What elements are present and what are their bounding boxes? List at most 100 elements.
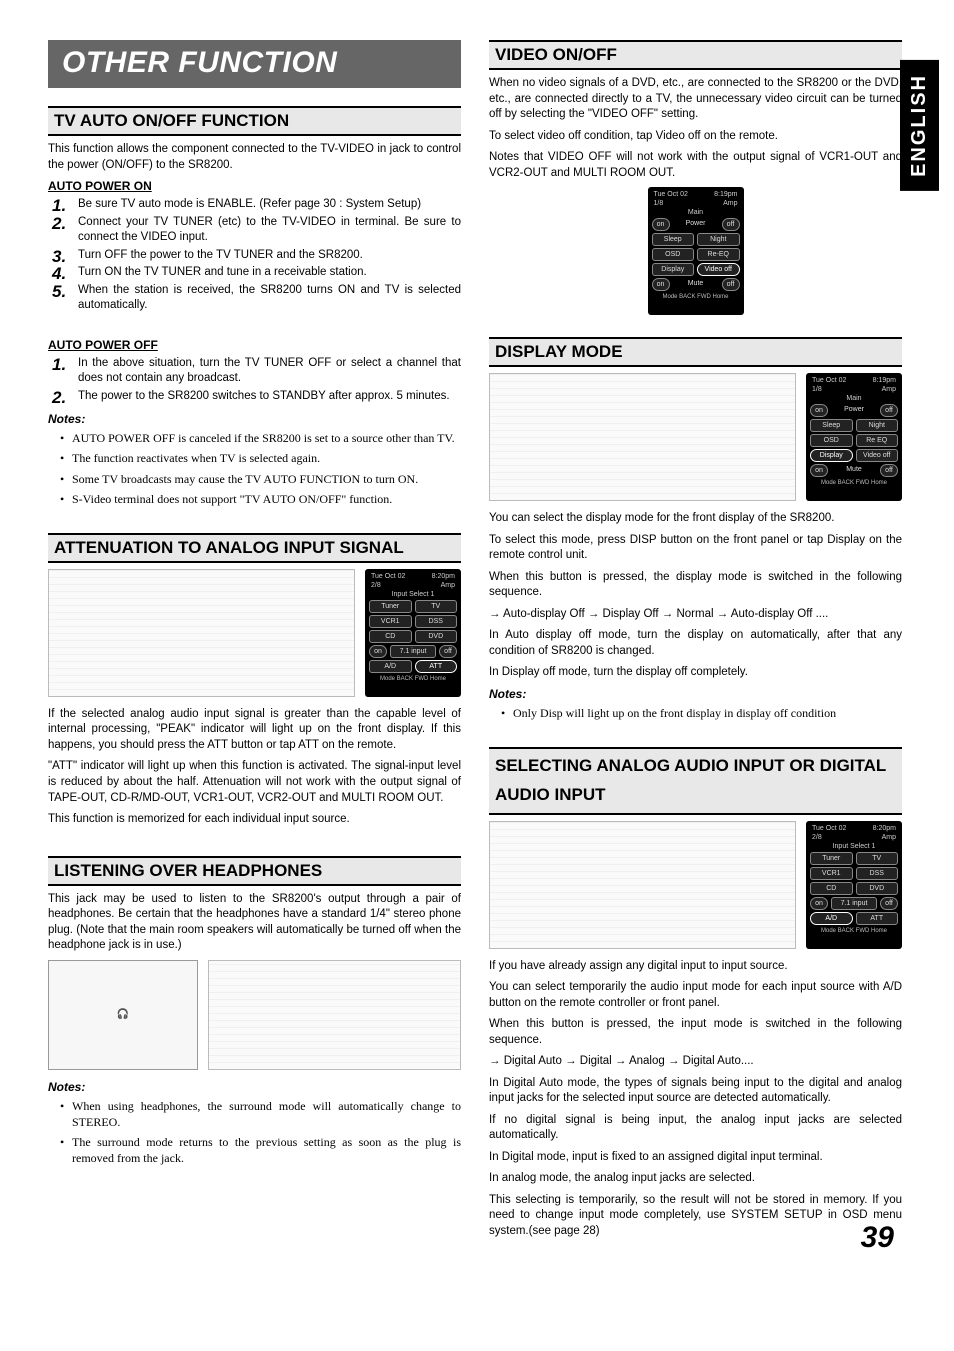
section-title: LISTENING OVER HEADPHONES <box>54 861 455 881</box>
body-text: You can select temporarily the audio inp… <box>489 980 902 1011</box>
osd-button: off <box>880 404 898 417</box>
language-tab: ENGLISH <box>900 60 939 191</box>
body-text: When this button is pressed, the display… <box>489 570 902 601</box>
body-text: In Auto display off mode, turn the displ… <box>489 628 902 659</box>
osd-time: 8:19pm <box>714 191 737 198</box>
osd-button: ATT <box>856 912 899 925</box>
osd-mode: Amp <box>882 386 896 393</box>
section-ad-input: SELECTING ANALOG AUDIO INPUT OR DIGITAL … <box>489 747 902 815</box>
osd-button: Night <box>856 419 899 432</box>
list-item: Some TV broadcasts may cause the TV AUTO… <box>72 471 461 487</box>
osd-date: Tue Oct 02 <box>371 573 405 580</box>
osd-mode: Amp <box>882 834 896 841</box>
notes-heading: Notes: <box>48 1080 461 1094</box>
osd-date: Tue Oct 02 <box>654 191 688 198</box>
list-item: Connect your TV TUNER (etc) to the TV-VI… <box>48 215 461 246</box>
osd-screen: Tue Oct 028:20pm 2/8Amp Input Select 1 T… <box>806 821 902 949</box>
osd-subtitle: Main <box>846 395 861 402</box>
headphones-figure: 🎧 <box>48 960 198 1070</box>
notes-list: Only Disp will light up on the front dis… <box>489 705 902 721</box>
subheading: AUTO POWER ON <box>48 179 461 193</box>
front-panel-figure <box>48 569 355 697</box>
body-text: When no video signals of a DVD, etc., ar… <box>489 76 902 123</box>
osd-button: off <box>722 218 740 231</box>
body-text: In Display off mode, turn the display of… <box>489 665 902 681</box>
section-title: SELECTING ANALOG AUDIO INPUT OR DIGITAL … <box>495 752 896 810</box>
power-on-steps: Be sure TV auto mode is ENABLE. (Refer p… <box>48 197 461 314</box>
right-column: VIDEO ON/OFF When no video signals of a … <box>489 40 902 1245</box>
front-panel-figure <box>489 821 796 949</box>
list-item: When the station is received, the SR8200… <box>48 283 461 314</box>
osd-button: DSS <box>856 867 899 880</box>
osd-button: off <box>439 645 457 658</box>
osd-button: Tuner <box>810 852 853 865</box>
osd-button: Re EQ <box>856 434 899 447</box>
section-title: TV AUTO ON/OFF FUNCTION <box>54 111 455 131</box>
osd-button: on <box>810 404 828 417</box>
osd-button: 7.1 input <box>831 897 877 910</box>
body-text: If you have already assign any digital i… <box>489 959 902 975</box>
page-number: 39 <box>861 1221 894 1255</box>
osd-footer: Mode BACK FWD Home <box>810 480 898 486</box>
figure-row: Tue Oct 028:20pm 2/8Amp Input Select 1 T… <box>48 569 461 697</box>
osd-button: A/D <box>369 660 412 673</box>
main-title: OTHER FUNCTION <box>48 40 461 88</box>
osd-page: 2/8 <box>812 834 822 841</box>
body-text: → Auto-display Off → Display Off → Norma… <box>489 607 902 623</box>
list-item: AUTO POWER OFF is canceled if the SR8200… <box>72 430 461 446</box>
osd-footer: Mode BACK FWD Home <box>810 928 898 934</box>
osd-button: Night <box>697 233 740 246</box>
list-item: Only Disp will light up on the front dis… <box>513 705 902 721</box>
osd-button: Video off <box>856 449 899 462</box>
osd-button: Sleep <box>810 419 853 432</box>
osd-button: on <box>369 645 387 658</box>
body-text: "ATT" indicator will light up when this … <box>48 759 461 806</box>
osd-time: 8:19pm <box>873 377 896 384</box>
body-text: In Digital mode, input is fixed to an as… <box>489 1150 902 1166</box>
osd-button: OSD <box>810 434 853 447</box>
osd-button: TV <box>415 600 458 613</box>
body-text: This selecting is temporarily, so the re… <box>489 1193 902 1240</box>
front-panel-figure <box>208 960 461 1070</box>
figure-row: Tue Oct 028:20pm 2/8Amp Input Select 1 T… <box>489 821 902 949</box>
notes-list: AUTO POWER OFF is canceled if the SR8200… <box>48 430 461 507</box>
osd-button: VCR1 <box>810 867 853 880</box>
section-video: VIDEO ON/OFF <box>489 40 902 70</box>
body-text: To select this mode, press DISP button o… <box>489 533 902 564</box>
osd-mode: Amp <box>723 200 737 207</box>
body-text: → Digital Auto → Digital → Analog → Digi… <box>489 1054 902 1070</box>
osd-screen: Tue Oct 028:19pm 1/8Amp Main onPoweroff … <box>806 373 902 501</box>
osd-button: off <box>880 464 898 477</box>
body-text: If the selected analog audio input signa… <box>48 707 461 754</box>
osd-button: off <box>722 278 740 291</box>
osd-label: Mute <box>831 464 877 477</box>
body-text: You can select the display mode for the … <box>489 511 902 527</box>
subheading: AUTO POWER OFF <box>48 338 461 352</box>
section-attenuation: ATTENUATION TO ANALOG INPUT SIGNAL <box>48 533 461 563</box>
body-text: In analog mode, the analog input jacks a… <box>489 1171 902 1187</box>
figure-row: Tue Oct 028:19pm 1/8Amp Main onPoweroff … <box>489 373 902 501</box>
notes-list: When using headphones, the surround mode… <box>48 1098 461 1167</box>
osd-button: 7.1 input <box>390 645 436 658</box>
power-off-steps: In the above situation, turn the TV TUNE… <box>48 356 461 405</box>
osd-button: OSD <box>652 248 695 261</box>
osd-button: on <box>652 278 670 291</box>
list-item: The surround mode returns to the previou… <box>72 1134 461 1166</box>
osd-page: 1/8 <box>654 200 664 207</box>
osd-button: Sleep <box>652 233 695 246</box>
osd-footer: Mode BACK FWD Home <box>369 676 457 682</box>
notes-heading: Notes: <box>48 412 461 426</box>
body-text: This jack may be used to listen to the S… <box>48 892 461 954</box>
body-text: This function allows the component conne… <box>48 142 461 173</box>
list-item: The power to the SR8200 switches to STAN… <box>48 389 461 405</box>
osd-button-highlighted: A/D <box>810 912 853 925</box>
list-item: Turn ON the TV TUNER and tune in a recei… <box>48 265 461 281</box>
osd-button: Display <box>652 263 695 276</box>
body-text: This function is memorized for each indi… <box>48 812 461 828</box>
figure-row: 🎧 <box>48 960 461 1070</box>
list-item: In the above situation, turn the TV TUNE… <box>48 356 461 387</box>
section-headphones: LISTENING OVER HEADPHONES <box>48 856 461 886</box>
osd-footer: Mode BACK FWD Home <box>652 294 740 300</box>
body-text: To select video off condition, tap Video… <box>489 129 902 145</box>
osd-button-highlighted: ATT <box>415 660 458 673</box>
